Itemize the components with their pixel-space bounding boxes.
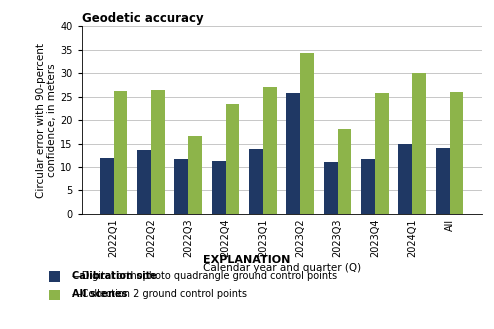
Bar	[300, 53, 314, 214]
Text: Calibration site: Calibration site	[72, 271, 157, 281]
Bar	[436, 148, 450, 214]
Bar	[249, 149, 263, 214]
Y-axis label: Circular error with 90-percent
confidence, in meters: Circular error with 90-percent confidenc…	[36, 42, 57, 198]
Bar	[188, 136, 202, 214]
Bar	[450, 92, 463, 214]
Text: —Digital orthophoto quadrangle ground control points: —Digital orthophoto quadrangle ground co…	[72, 271, 337, 281]
Text: Geodetic accuracy: Geodetic accuracy	[82, 12, 203, 25]
Bar	[212, 161, 226, 214]
Text: All scenes: All scenes	[72, 290, 127, 299]
Bar	[375, 93, 389, 214]
Bar	[226, 104, 240, 214]
Bar	[263, 87, 277, 214]
Bar	[151, 89, 165, 214]
Bar	[287, 93, 300, 214]
Bar	[174, 160, 188, 214]
Bar	[137, 150, 151, 214]
Bar	[114, 91, 127, 214]
Bar	[337, 129, 351, 214]
Bar	[361, 159, 375, 214]
Bar	[399, 144, 412, 214]
Text: EXPLANATION: EXPLANATION	[204, 255, 290, 265]
Text: —Collection 2 ground control points: —Collection 2 ground control points	[72, 290, 247, 299]
Bar	[324, 162, 337, 214]
Bar	[100, 158, 114, 214]
Bar	[412, 73, 426, 214]
X-axis label: Calendar year and quarter (Q): Calendar year and quarter (Q)	[203, 263, 361, 273]
